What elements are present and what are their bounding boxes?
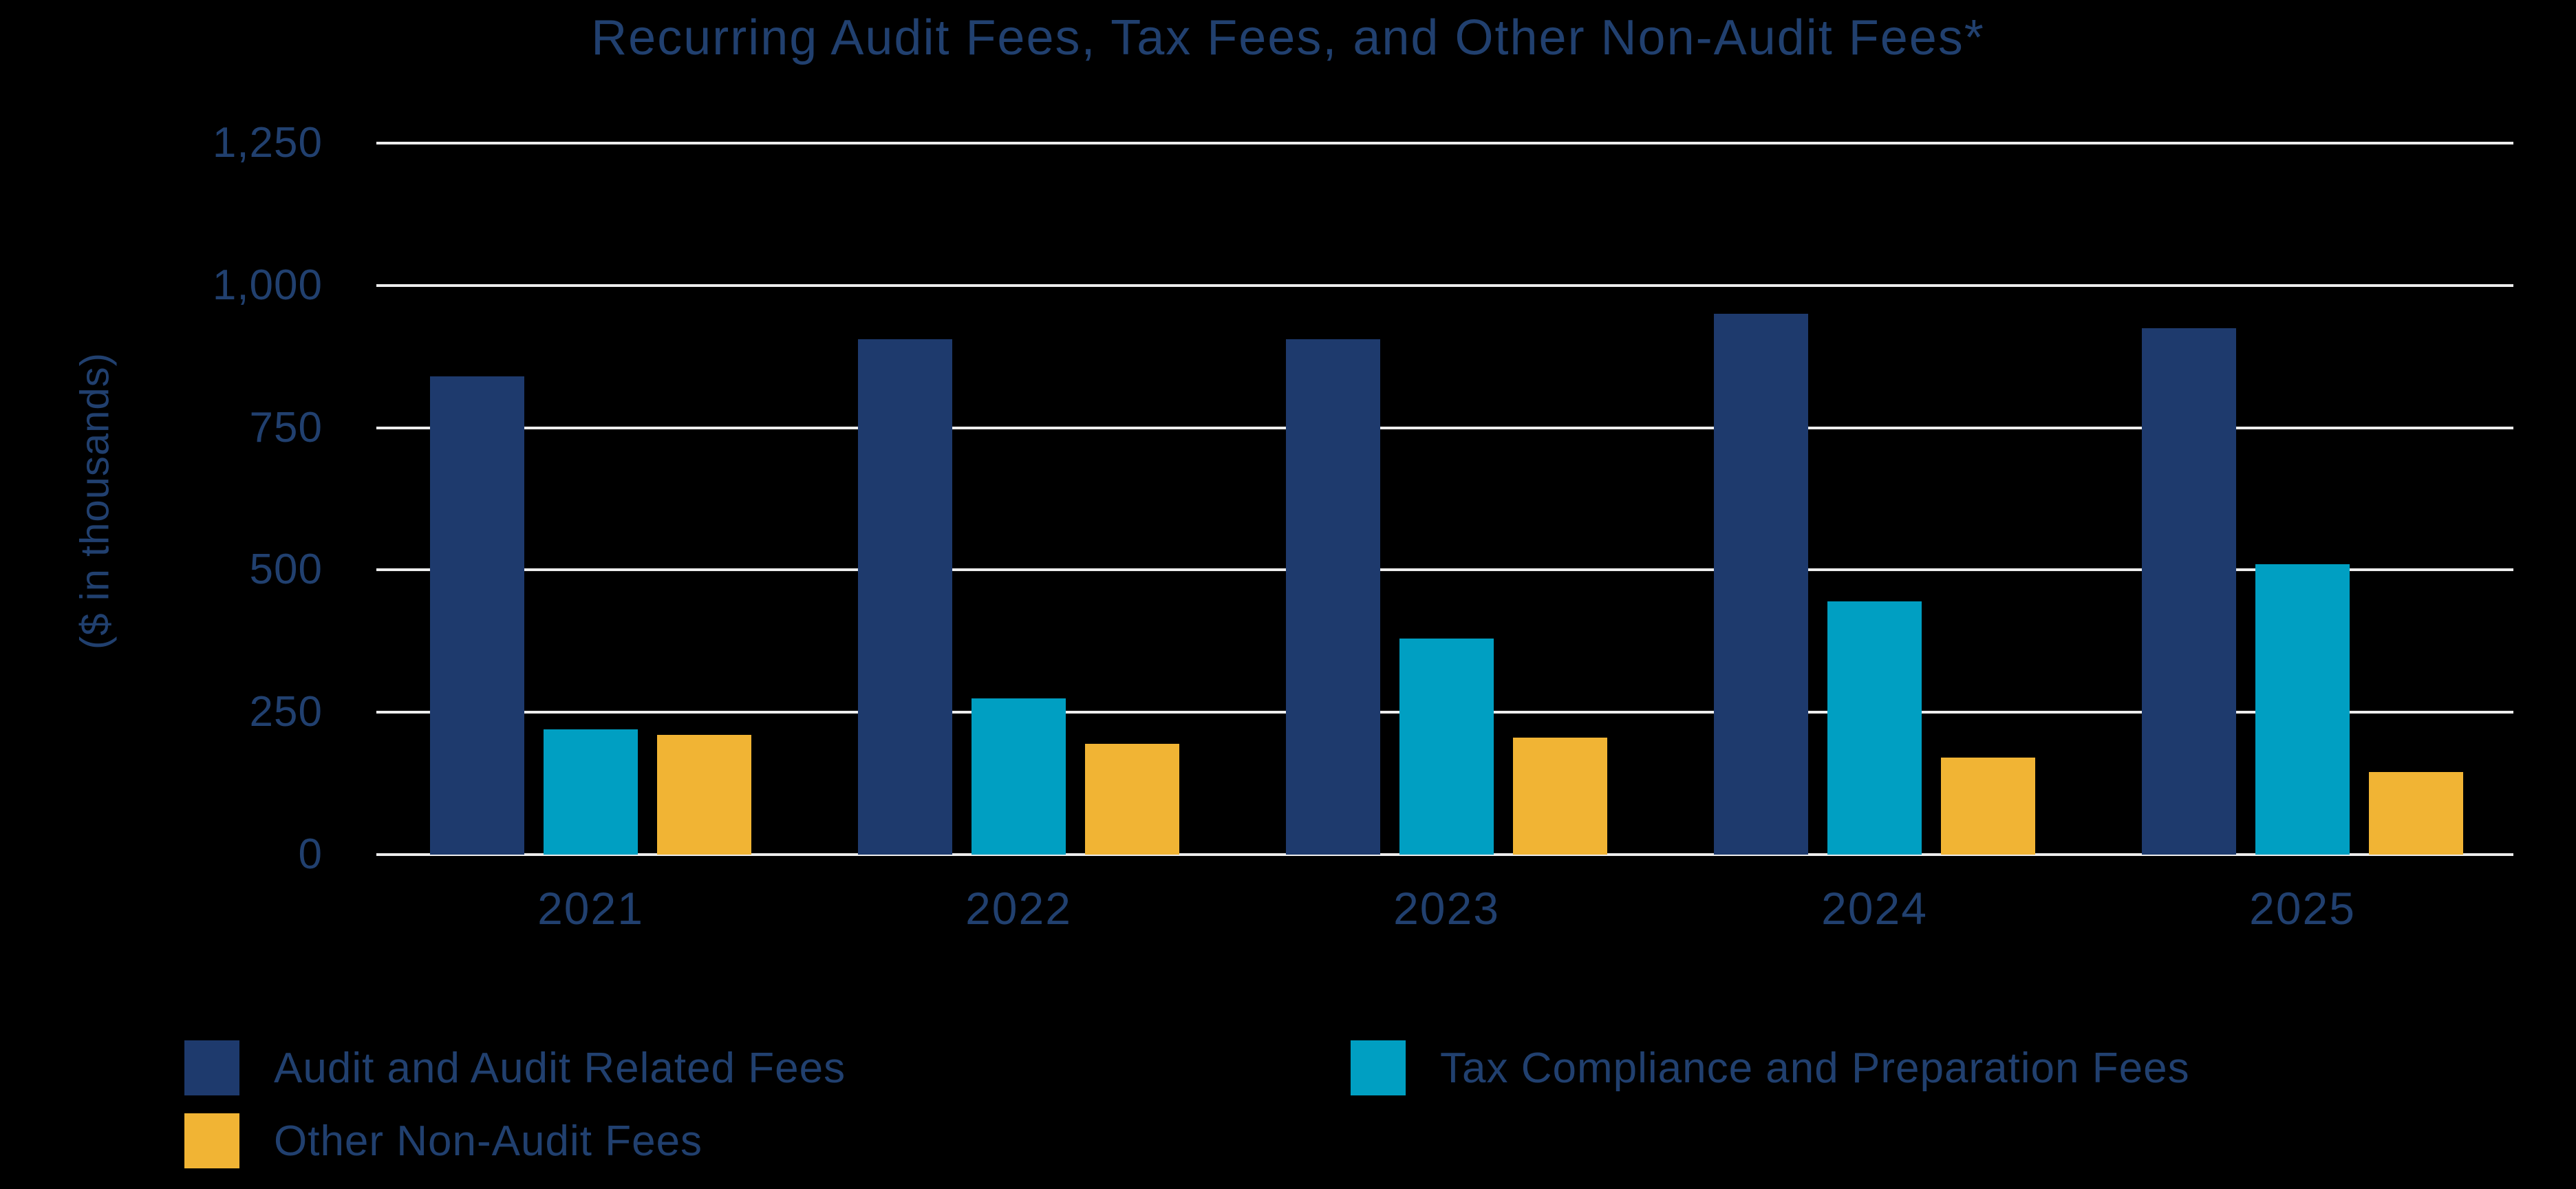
audit-fees-swatch-icon <box>184 1040 239 1095</box>
x-tick-label-2025: 2025 <box>2249 883 2356 934</box>
x-tick-label-2024: 2024 <box>1821 883 1928 934</box>
legend-item-tax-fees: Tax Compliance and Preparation Fees <box>1351 1040 2190 1095</box>
bar-2022-audit-and-audit-related-fees <box>858 339 952 855</box>
bar-2021-audit-and-audit-related-fees <box>430 376 524 855</box>
bar-2025-tax-compliance-and-preparation-fees <box>2255 564 2350 855</box>
legend-label: Audit and Audit Related Fees <box>274 1044 846 1092</box>
y-axis-title: ($ in thousands) <box>72 352 118 650</box>
bar-2025-audit-and-audit-related-fees <box>2142 328 2236 855</box>
other-fees-swatch-icon <box>184 1113 239 1168</box>
x-tick-label-2022: 2022 <box>965 883 1072 934</box>
bar-2023-audit-and-audit-related-fees <box>1286 339 1380 855</box>
bar-2022-tax-compliance-and-preparation-fees <box>972 698 1066 855</box>
bar-group-2023 <box>1286 143 1607 855</box>
bar-2021-other-non-audit-fees <box>657 735 751 855</box>
gridline-1000 <box>376 283 2513 287</box>
bar-group-2022 <box>858 143 1179 855</box>
bar-2024-audit-and-audit-related-fees <box>1714 314 1808 855</box>
bar-2021-tax-compliance-and-preparation-fees <box>544 729 638 855</box>
legend-label: Tax Compliance and Preparation Fees <box>1440 1044 2190 1092</box>
bar-2024-other-non-audit-fees <box>1941 758 2035 855</box>
legend-item-audit-fees: Audit and Audit Related Fees <box>184 1040 846 1095</box>
chart-title: Recurring Audit Fees, Tax Fees, and Othe… <box>591 10 1985 65</box>
gridline-750 <box>376 426 2513 429</box>
bar-2024-tax-compliance-and-preparation-fees <box>1827 601 1922 855</box>
gridline-0 <box>376 853 2513 856</box>
x-tick-label-2023: 2023 <box>1393 883 1500 934</box>
y-tick-label-0: 0 <box>298 831 323 878</box>
bar-group-2021 <box>430 143 751 855</box>
plot-area: 0 250 500 750 1,000 1,250 2021 2022 2023 2024 2025 <box>213 122 2513 934</box>
y-tick-label-1250: 1,250 <box>212 119 323 167</box>
tax-fees-swatch-icon <box>1351 1040 1406 1095</box>
bar-2023-other-non-audit-fees <box>1513 738 1607 855</box>
bar-2025-other-non-audit-fees <box>2369 772 2463 855</box>
gridline-500 <box>376 568 2513 572</box>
y-tick-label-750: 750 <box>249 403 323 451</box>
bar-2023-tax-compliance-and-preparation-fees <box>1399 638 1494 855</box>
legend-item-other-fees: Other Non-Audit Fees <box>184 1113 702 1168</box>
gridline-1250 <box>376 142 2513 144</box>
y-tick-label-500: 500 <box>249 546 323 594</box>
bar-group-2025 <box>2142 143 2463 855</box>
y-tick-label-250: 250 <box>249 688 323 736</box>
x-tick-label-2021: 2021 <box>537 883 644 934</box>
legend-label: Other Non-Audit Fees <box>274 1117 703 1165</box>
bar-group-2024 <box>1714 143 2035 855</box>
y-tick-label-1000: 1,000 <box>212 261 323 309</box>
bar-2022-other-non-audit-fees <box>1085 743 1179 855</box>
